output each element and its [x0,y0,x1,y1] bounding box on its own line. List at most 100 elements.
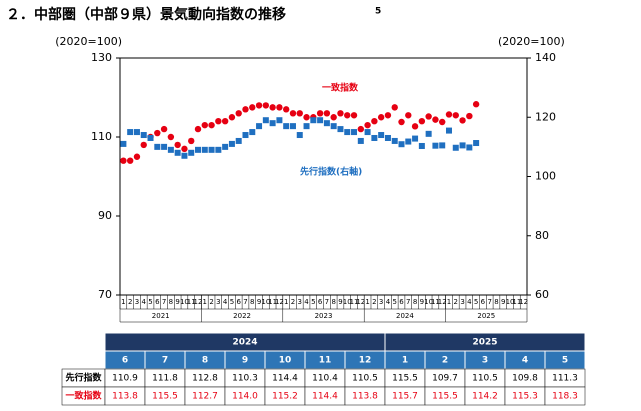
marker [140,132,147,139]
y-tick-label: 110 [91,130,112,143]
x-tick-label: 2 [128,298,132,306]
x-tick-label: 4 [304,298,309,306]
marker [351,129,358,136]
x-tick-label: 11 [512,298,521,306]
table-value: 115.7 [392,392,418,402]
x-tick-label: 8 [331,298,335,306]
x-tick-label: 12 [519,298,528,306]
marker [262,117,269,124]
marker [310,117,317,124]
marker [439,142,446,149]
marker [466,112,473,120]
marker [357,137,364,144]
marker [269,104,276,111]
x-tick-label: 6 [481,298,486,306]
marker [127,129,134,136]
x-tick-label: 10 [506,298,515,306]
marker [316,110,324,117]
marker [445,127,452,134]
marker [317,117,324,124]
x-tick-label: 1 [203,298,207,306]
x-tick-label: 10 [424,298,433,306]
marker [215,118,222,125]
table-month: 9 [242,356,248,366]
year-label: 2023 [315,312,333,320]
table-value: 114.4 [312,392,338,402]
table-month: 2 [442,356,448,366]
marker [425,113,432,120]
x-tick-label: 6 [155,298,160,306]
table-value: 115.5 [152,392,178,402]
x-tick-label: 9 [257,298,261,306]
series-label: 一致指数 [322,82,359,94]
marker [330,123,337,130]
marker [255,102,263,109]
x-tick-label: 2 [209,298,213,306]
x-tick-label: 7 [406,298,410,306]
marker [377,114,385,121]
marker [160,125,168,133]
marker [249,129,256,136]
x-tick-label: 9 [338,298,342,306]
marker [140,141,147,149]
marker [208,146,215,153]
table-month: 12 [359,356,372,366]
x-tick-label: 11 [187,298,196,306]
x-tick-label: 6 [236,298,241,306]
marker [418,118,426,125]
x-tick-label: 1 [447,298,451,306]
marker [228,140,235,147]
marker [133,153,141,160]
x-tick-label: 9 [175,298,179,306]
x-tick-label: 2 [454,298,458,306]
marker [432,142,439,149]
year-label: 2024 [396,312,414,320]
marker [418,142,425,149]
x-tick-label: 8 [494,298,498,306]
marker [276,117,283,124]
x-tick-label: 8 [169,298,173,306]
table-value: 109.8 [512,374,538,384]
x-tick-label: 12 [438,298,447,306]
x-tick-label: 5 [392,298,396,306]
marker [181,145,188,153]
x-tick-label: 4 [142,298,147,306]
marker [405,112,412,119]
marker [256,123,263,130]
x-tick-label: 7 [243,298,247,306]
page-number: 5 [375,7,381,17]
marker [411,123,419,130]
marker [289,123,296,130]
x-tick-label: 12 [194,298,203,306]
marker [167,133,175,141]
year-label: 2025 [477,312,495,320]
table-value: 118.3 [552,392,578,402]
marker [473,140,480,147]
y-axis-label: (2020=100) [55,35,122,48]
y2-tick-label: 80 [535,229,549,242]
marker [167,146,174,153]
marker [201,121,208,129]
table-value: 114.2 [472,392,498,402]
x-tick-label: 2 [372,298,376,306]
marker [181,152,188,159]
marker [371,134,378,141]
table-cell [544,386,586,406]
table-value: 110.3 [232,374,258,384]
x-tick-label: 10 [180,298,189,306]
marker [126,157,134,164]
x-tick-label: 7 [487,298,491,306]
marker [296,110,303,117]
table-value: 110.5 [472,374,498,384]
marker [398,118,405,126]
table-month: 6 [122,356,128,366]
marker [384,134,391,141]
marker [235,137,242,144]
marker [391,137,398,144]
y-tick-label: 90 [98,209,112,222]
x-tick-label: 12 [356,298,365,306]
marker [466,144,473,151]
marker [323,110,331,117]
y2-tick-label: 140 [535,51,556,64]
